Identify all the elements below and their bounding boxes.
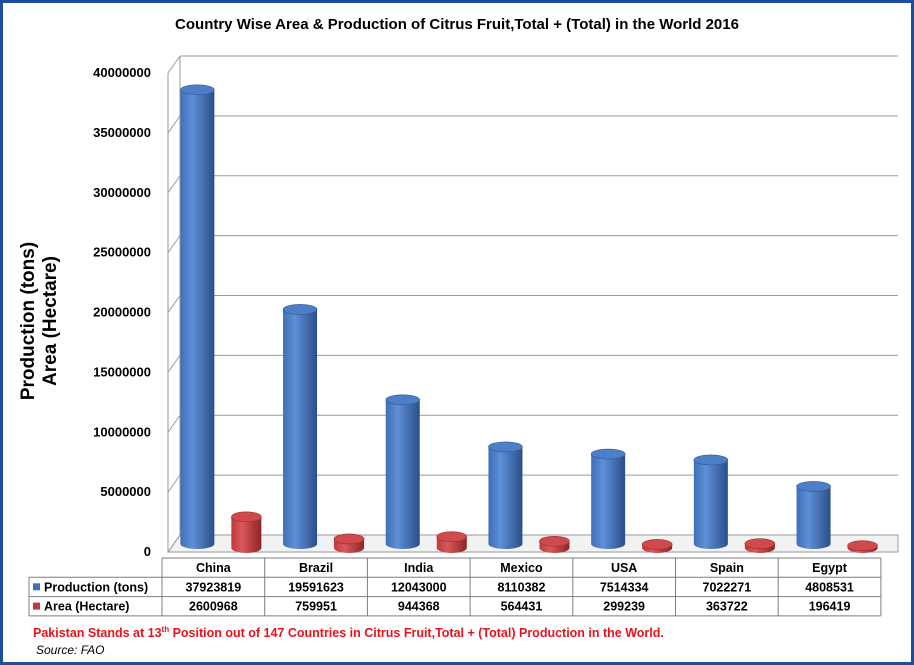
legend-key <box>33 583 40 591</box>
category-label: Spain <box>710 561 744 575</box>
legend-key <box>33 602 40 610</box>
y-tick-label: 30000000 <box>93 185 151 200</box>
bar-area-egypt <box>847 540 878 553</box>
bar-production-egypt <box>796 481 831 549</box>
data-label: 759951 <box>295 600 337 614</box>
data-label: 363722 <box>706 600 748 614</box>
footnote: Pakistan Stands at 13th Position out of … <box>33 625 664 640</box>
category-label: Egypt <box>812 561 848 575</box>
bar-body <box>180 89 215 549</box>
y-axis-label-line1: Production (tons) <box>18 242 39 400</box>
data-label: 2600968 <box>189 600 238 614</box>
gridline-depth <box>167 534 181 553</box>
bar-body <box>385 399 420 549</box>
bar-area-brazil <box>333 533 365 553</box>
bar-area-india <box>436 531 468 553</box>
bar-cap <box>539 535 570 547</box>
bar-cap <box>693 454 729 466</box>
footnote-before: Pakistan Stands at 13 <box>33 626 162 641</box>
chart-title: Country Wise Area & Production of Citrus… <box>175 16 739 33</box>
y-tick-label: 5000000 <box>100 484 151 499</box>
bar-body <box>231 516 262 553</box>
chart: Country Wise Area & Production of Citrus… <box>18 16 899 617</box>
gridline-depth <box>167 115 181 134</box>
bar-cap <box>847 540 878 551</box>
bar-production-brazil <box>282 304 318 549</box>
bar-cap <box>641 539 673 550</box>
bar-area-usa <box>641 539 673 553</box>
y-tick-label: 20000000 <box>93 305 151 320</box>
bar-production-usa <box>590 448 626 549</box>
bar-production-china <box>180 84 215 549</box>
y-tick-label: 10000000 <box>93 424 151 439</box>
gridline-depth <box>167 355 181 373</box>
bar-area-china <box>231 511 262 553</box>
data-label: 944368 <box>398 600 440 614</box>
data-label: 19591623 <box>288 580 344 594</box>
bar-body <box>796 486 831 549</box>
data-label: 4808531 <box>805 580 854 594</box>
bar-area-mexico <box>539 535 570 553</box>
bar-production-mexico <box>488 441 523 549</box>
legend-entry: Area (Hectare) <box>44 600 129 614</box>
bar-cap <box>744 538 776 549</box>
data-label: 12043000 <box>391 580 447 594</box>
gridline-depth <box>167 295 181 313</box>
data-label: 196419 <box>809 600 851 614</box>
footnote-after: Position out of 147 Countries in Citrus … <box>169 626 664 641</box>
y-axis-label-line2: Area (Hectare) <box>40 256 61 386</box>
bar-area-spain <box>744 538 776 553</box>
data-label: 8110382 <box>497 580 545 594</box>
plot-floor <box>167 534 899 553</box>
y-tick-label: 0 <box>144 544 151 559</box>
data-label: 7022271 <box>703 580 752 594</box>
bar-cap <box>488 441 523 453</box>
y-tick-label: 35000000 <box>93 125 151 140</box>
data-label: 7514334 <box>600 580 649 594</box>
y-tick-label: 25000000 <box>93 245 151 260</box>
bar-cap <box>590 448 626 460</box>
data-label: 37923819 <box>186 580 242 594</box>
gridline-depth <box>167 474 181 493</box>
bar-production-spain <box>693 454 729 549</box>
bar-cap <box>385 394 421 406</box>
bar-cap <box>796 481 831 492</box>
gridline-depth <box>167 235 181 253</box>
gridline-depth <box>167 55 181 74</box>
gridline-depth <box>167 175 181 194</box>
bar-cap <box>180 84 215 96</box>
bar-body <box>488 446 523 549</box>
bar-cap <box>231 511 262 523</box>
y-tick-label: 40000000 <box>93 65 151 80</box>
y-tick-label: 15000000 <box>93 364 151 379</box>
category-label: India <box>404 561 434 575</box>
category-label: USA <box>611 561 637 575</box>
bar-cap <box>282 304 318 315</box>
source-note: Source: FAO <box>36 643 105 657</box>
gridline-depth <box>167 414 181 433</box>
bar-cap <box>436 531 468 542</box>
data-label: 299239 <box>603 600 645 614</box>
category-label: Mexico <box>500 561 543 575</box>
category-label: China <box>196 561 232 575</box>
bar-body <box>283 309 318 549</box>
bar-cap <box>333 533 365 545</box>
legend-entry: Production (tons) <box>44 580 148 594</box>
data-label: 564431 <box>501 600 543 614</box>
bar-production-india <box>385 394 421 549</box>
footnote-sup: th <box>161 625 170 634</box>
bar-body <box>693 459 728 549</box>
category-label: Brazil <box>299 561 333 575</box>
bar-body <box>591 454 626 549</box>
